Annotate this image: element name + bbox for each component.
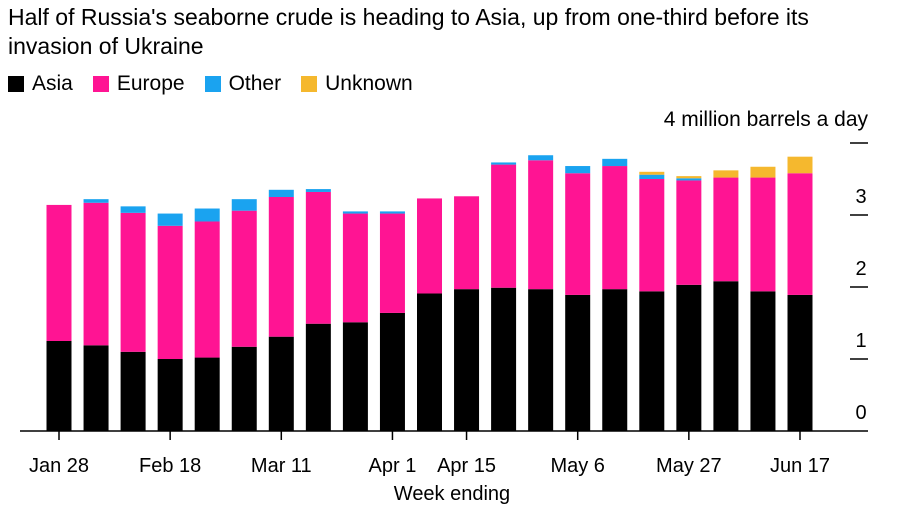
bar-other-6 <box>268 189 294 197</box>
bar-unknown-17 <box>676 176 702 179</box>
bar-europe-15 <box>602 166 628 290</box>
legend-label-europe: Europe <box>116 72 185 95</box>
bar-unknown-19 <box>750 166 776 178</box>
bar-europe-11 <box>454 196 480 290</box>
bar-unknown-18 <box>713 170 739 178</box>
bar-asia-4 <box>194 357 220 431</box>
bar-asia-0 <box>46 341 72 431</box>
bar-asia-11 <box>454 289 480 431</box>
bar-asia-1 <box>83 345 109 431</box>
x-tick-label-7: Jun 17 <box>770 455 830 477</box>
x-axis-title: Week ending <box>394 483 510 505</box>
legend: Asia Europe Other Unknown <box>8 71 433 97</box>
bar-other-9 <box>379 211 405 214</box>
bar-other-2 <box>120 206 146 213</box>
legend-swatch-other <box>204 76 221 92</box>
bar-unknown-20 <box>787 156 813 174</box>
bar-europe-10 <box>417 198 442 294</box>
bar-europe-3 <box>157 225 183 359</box>
bar-europe-4 <box>194 221 220 358</box>
bar-asia-8 <box>342 322 368 431</box>
bar-europe-17 <box>676 180 702 285</box>
legend-item-europe: Europe <box>92 72 185 96</box>
bar-asia-15 <box>602 289 628 431</box>
x-tick-label-2: Mar 11 <box>251 455 312 477</box>
bar-other-5 <box>231 199 257 211</box>
bar-asia-18 <box>713 281 739 431</box>
bar-asia-14 <box>565 294 591 431</box>
bar-asia-9 <box>379 312 405 431</box>
bar-unknown-16 <box>639 171 665 175</box>
bar-europe-13 <box>528 160 554 290</box>
bar-europe-16 <box>639 179 665 292</box>
bar-asia-2 <box>120 351 146 431</box>
bar-other-16 <box>639 174 665 179</box>
bar-other-3 <box>157 213 183 226</box>
legend-item-asia: Asia <box>8 72 73 96</box>
bar-asia-16 <box>639 291 665 431</box>
legend-item-unknown: Unknown <box>301 72 413 96</box>
x-tick-label-6: May 27 <box>656 455 722 477</box>
bar-europe-19 <box>750 177 776 292</box>
bar-other-4 <box>194 208 220 222</box>
y-tick-label-2: 2 <box>855 258 866 280</box>
bar-other-7 <box>305 189 331 192</box>
bar-asia-17 <box>676 284 702 431</box>
bar-europe-2 <box>120 212 146 352</box>
bar-asia-10 <box>417 293 442 431</box>
bar-europe-14 <box>565 173 591 295</box>
bar-europe-6 <box>268 197 294 337</box>
legend-label-unknown: Unknown <box>325 72 413 95</box>
bar-asia-7 <box>305 323 331 431</box>
legend-swatch-europe <box>92 76 109 92</box>
bar-europe-7 <box>305 191 331 324</box>
x-tick-label-1: Feb 18 <box>139 455 201 477</box>
bar-europe-20 <box>787 173 813 295</box>
x-tick-label-3: Apr 1 <box>369 455 417 477</box>
y-tick-label-1: 1 <box>855 330 866 352</box>
chart-title: Half of Russia's seaborne crude is headi… <box>8 4 809 59</box>
legend-swatch-asia <box>8 76 24 92</box>
bar-europe-9 <box>379 213 405 313</box>
bar-asia-5 <box>231 346 257 431</box>
bar-europe-5 <box>231 210 257 347</box>
legend-item-other: Other <box>204 72 282 96</box>
bar-asia-20 <box>787 294 813 431</box>
y-tick-label-3: 3 <box>855 186 866 208</box>
bar-asia-6 <box>268 336 294 431</box>
bar-other-1 <box>83 199 109 203</box>
bar-europe-1 <box>83 202 109 346</box>
bar-other-13 <box>528 155 554 161</box>
bar-europe-8 <box>342 213 368 323</box>
legend-swatch-unknown <box>301 76 318 92</box>
bar-asia-3 <box>157 359 183 431</box>
bar-europe-12 <box>491 164 517 288</box>
bar-asia-19 <box>750 291 776 431</box>
bar-other-17 <box>676 178 702 181</box>
x-tick-label-4: Apr 15 <box>437 455 496 477</box>
bar-europe-0 <box>46 204 72 341</box>
bar-other-12 <box>491 162 517 165</box>
bar-europe-18 <box>713 177 739 282</box>
bar-asia-13 <box>528 289 554 431</box>
bar-asia-12 <box>491 287 517 431</box>
x-tick-label-0: Jan 28 <box>29 455 89 477</box>
legend-label-asia: Asia <box>32 72 73 95</box>
bar-other-14 <box>565 166 591 174</box>
y-tick-label-0: 0 <box>855 402 866 424</box>
bar-other-8 <box>342 211 368 214</box>
bar-other-15 <box>602 158 628 167</box>
legend-label-other: Other <box>228 72 282 95</box>
y-axis-unit-label: 4 million barrels a day <box>664 108 869 131</box>
x-tick-label-5: May 6 <box>550 455 604 477</box>
